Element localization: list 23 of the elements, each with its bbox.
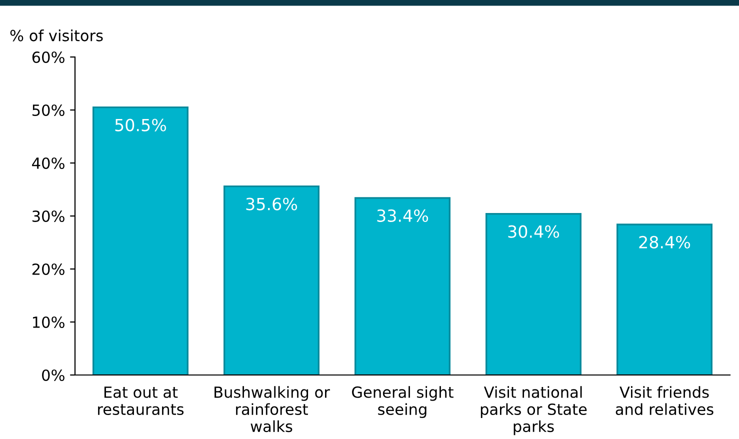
y-tick-label: 0% xyxy=(42,369,64,382)
y-tick-label: 30% xyxy=(32,210,64,222)
data-label: 33.4% xyxy=(377,209,428,222)
y-tick-label: 50% xyxy=(32,104,64,116)
y-tick-label: 10% xyxy=(33,316,64,328)
y-tick-label: 20% xyxy=(32,263,64,276)
data-label: 35.6% xyxy=(246,198,298,210)
bar xyxy=(224,185,320,375)
bar xyxy=(92,106,188,375)
bar xyxy=(616,224,712,375)
bar xyxy=(486,213,582,375)
y-axis-title: % of visitors xyxy=(10,29,103,42)
x-tick-label: Eat out at restaurants xyxy=(98,386,184,416)
data-label: 50.5% xyxy=(115,118,166,132)
x-tick-label: Visit friends and relatives xyxy=(616,386,714,416)
x-tick-label: Visit national parks or State parks xyxy=(480,386,587,436)
y-tick-label: 60% xyxy=(32,51,64,64)
y-tick-label: 40% xyxy=(32,157,64,170)
data-label: 28.4% xyxy=(639,236,690,248)
x-tick-label: Bushwalking or rainforest walks xyxy=(214,386,330,432)
data-label: 30.4% xyxy=(508,225,560,238)
bar xyxy=(354,197,450,375)
x-tick-label: General sight seeing xyxy=(352,386,454,418)
